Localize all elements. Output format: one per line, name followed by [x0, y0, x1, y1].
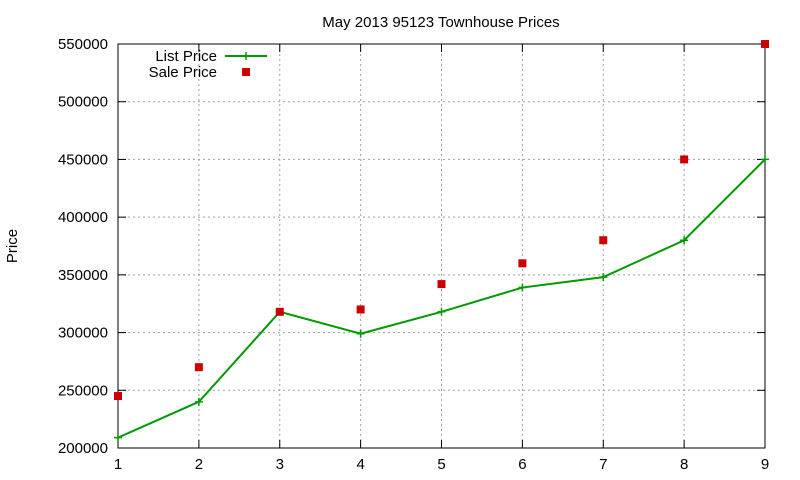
- list-price-point: [680, 236, 689, 245]
- sale-price-point: [437, 280, 446, 289]
- sale-price-point: [680, 155, 689, 164]
- series-1: [114, 155, 769, 442]
- x-tick-label: 5: [437, 456, 445, 473]
- x-tick-label: 1: [114, 456, 122, 473]
- y-tick-label: 300000: [58, 325, 108, 342]
- y-tick-label: 400000: [58, 209, 108, 226]
- sale-price-point: [599, 236, 608, 245]
- sale-price-point: [518, 259, 527, 268]
- x-tick-label: 4: [356, 456, 364, 473]
- chart-title: May 2013 95123 Townhouse Prices: [322, 14, 559, 31]
- sale-price-point: [275, 307, 284, 316]
- y-tick-label: 200000: [58, 440, 108, 457]
- list-price-point: [761, 155, 769, 164]
- list-price-point: [194, 397, 203, 406]
- sale-price-point: [761, 40, 769, 48]
- x-tick-label: 8: [680, 456, 688, 473]
- list-price-point: [518, 283, 527, 292]
- y-tick-label: 450000: [58, 151, 108, 168]
- grid-lines: [118, 44, 765, 448]
- legend-marker: [242, 68, 250, 76]
- sale-price-point: [356, 305, 365, 314]
- legend-label: List Price: [155, 48, 217, 65]
- sale-price-point: [114, 392, 122, 401]
- y-tick-label: 550000: [58, 36, 108, 53]
- x-tick-label: 7: [599, 456, 607, 473]
- y-tick-label: 250000: [58, 382, 108, 399]
- list-price-point: [356, 329, 365, 338]
- x-tick-label: 9: [761, 456, 769, 473]
- series-layer: [114, 40, 769, 442]
- x-tick-label: 6: [518, 456, 526, 473]
- list-price-point: [599, 273, 608, 282]
- sale-price-point: [194, 363, 203, 372]
- list-price-point: [114, 433, 122, 442]
- x-tick-label: 3: [276, 456, 284, 473]
- y-tick-label: 500000: [58, 94, 108, 111]
- y-tick-label: 350000: [58, 267, 108, 284]
- legend-marker: [242, 52, 250, 60]
- list-price-point: [437, 307, 446, 316]
- x-tick-label: 2: [195, 456, 203, 473]
- axis-ticks: 200000 250000 300000 350000 400000 450000 5000…: [58, 36, 769, 473]
- legend-label: Sale Price: [149, 64, 217, 81]
- y-axis-label: Price: [4, 229, 21, 263]
- series-2: [114, 40, 769, 401]
